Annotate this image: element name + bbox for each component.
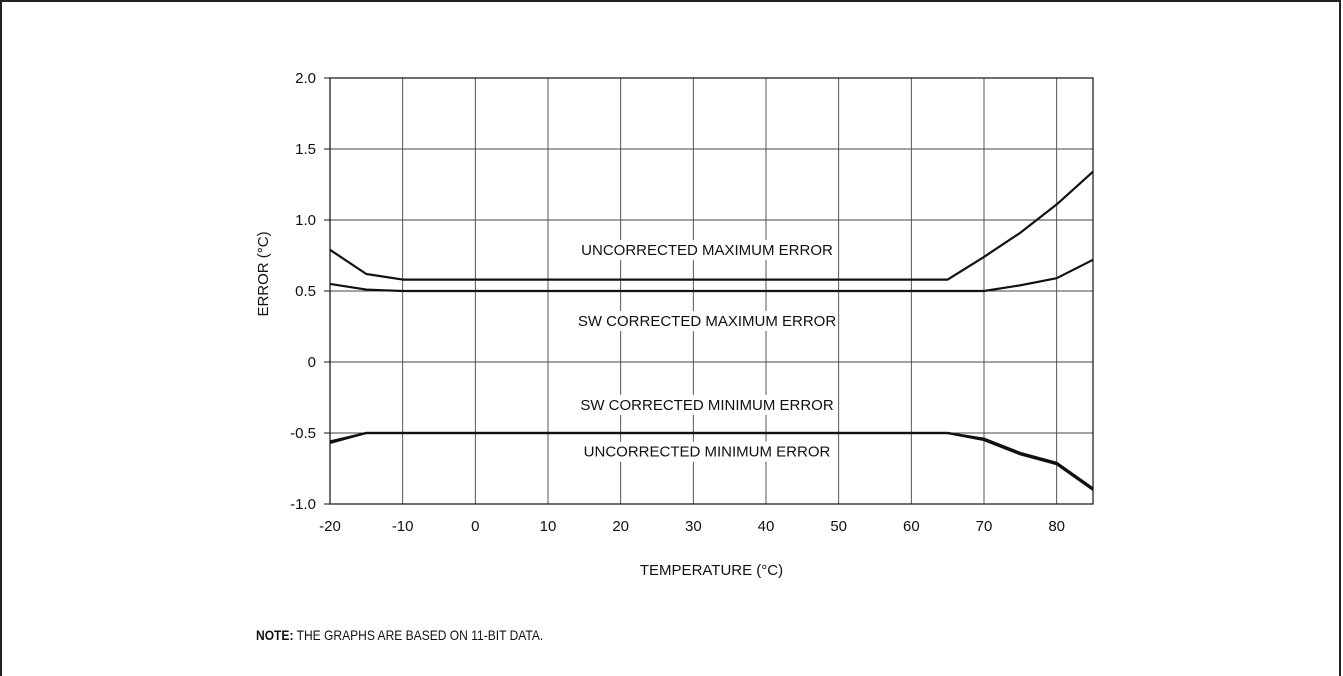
series-label-backing [578, 311, 836, 332]
note-text: THE GRAPHS ARE BASED ON 11-BIT DATA. [296, 627, 544, 643]
footnote: NOTE: THE GRAPHS ARE BASED ON 11-BIT DAT… [256, 627, 543, 643]
series-label: UNCORRECTED MINIMUM ERROR [584, 444, 831, 461]
y-tick-label: 0.5 [295, 283, 316, 300]
x-tick-label: 10 [540, 518, 557, 535]
series-labels: UNCORRECTED MAXIMUM ERROR SW CORRECTED MA… [578, 240, 837, 462]
x-tick-label: 80 [1048, 518, 1065, 535]
note-label: NOTE: [256, 627, 294, 643]
series-label-backing [578, 441, 836, 462]
series-line [329, 170, 1094, 281]
x-tick-label: 60 [903, 518, 920, 535]
y-tick-label: 2.0 [295, 70, 316, 87]
x-tick-label: 50 [830, 518, 847, 535]
series-line [329, 431, 1094, 491]
series-label-backing [578, 394, 836, 415]
x-axis-label: TEMPERATURE (°C) [640, 562, 783, 579]
y-tick-label: 0 [308, 354, 316, 371]
y-tick-label: 1.0 [295, 212, 316, 229]
series-line [329, 258, 1094, 293]
tick-labels: -20 -10 0 10 20 30 40 50 60 70 80 2.0 1.5 1.0 0.5 0 -0.5… [290, 70, 1065, 535]
x-tick-label: -20 [319, 518, 341, 535]
y-axis-label: ERROR (°C) [255, 231, 272, 316]
y-tick-label: -0.5 [290, 425, 316, 442]
x-tick-label: 30 [685, 518, 702, 535]
plot-area-border [329, 77, 1094, 505]
series-label-backing [578, 240, 836, 261]
x-tick-label: 70 [976, 518, 993, 535]
x-tick-label: -10 [392, 518, 414, 535]
series-label: SW CORRECTED MAXIMUM ERROR [578, 313, 837, 330]
series-label: UNCORRECTED MAXIMUM ERROR [581, 242, 833, 259]
x-tick-label: 0 [471, 518, 479, 535]
series-lines [329, 170, 1094, 491]
series-label: SW CORRECTED MINIMUM ERROR [580, 397, 833, 414]
x-tick-label: 20 [612, 518, 629, 535]
y-tick-label: 1.5 [295, 141, 316, 158]
y-tick-label: -1.0 [290, 496, 316, 513]
x-tick-label: 40 [758, 518, 775, 535]
